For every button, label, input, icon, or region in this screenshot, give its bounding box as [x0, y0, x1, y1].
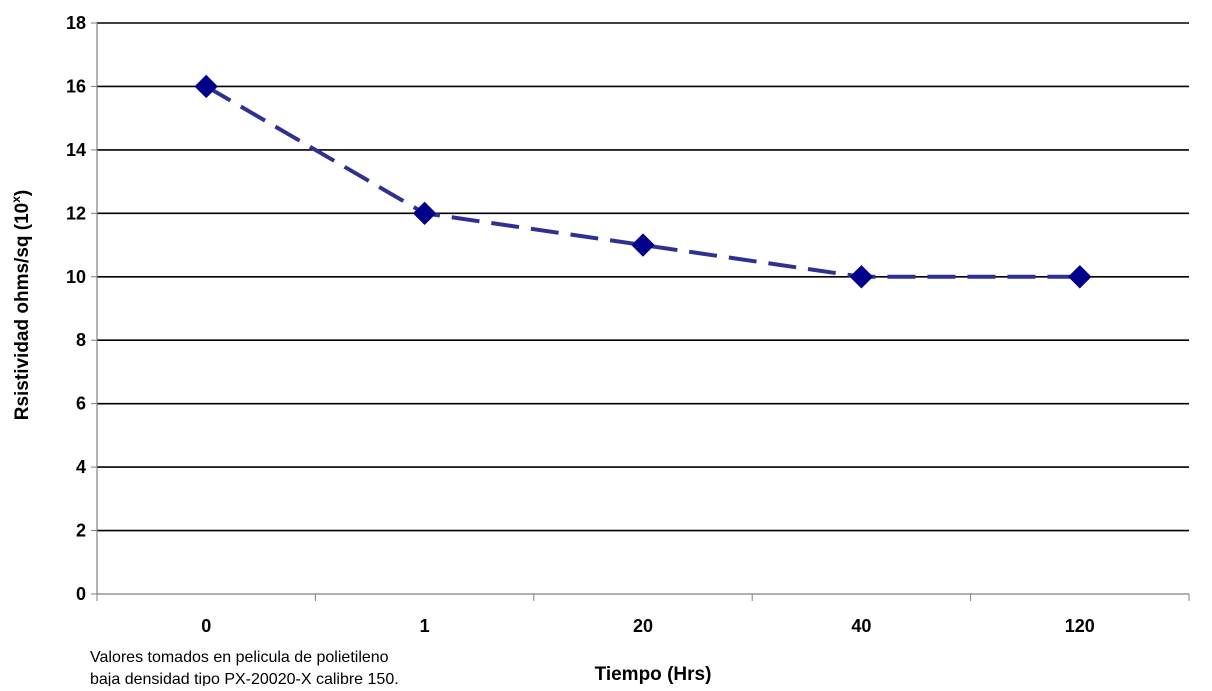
y-tick-labels: 0 2 4 6 8 10 12 14 16 18: [66, 13, 86, 604]
data-marker-20: [631, 233, 655, 257]
y-axis-title: Rsistividad ohms/sq (10x): [9, 190, 33, 421]
data-markers: [194, 74, 1092, 289]
data-marker-0: [194, 74, 218, 99]
x-tick-label-120: 120: [1065, 616, 1095, 636]
y-axis-title-main: Rsistividad ohms/sq (10: [12, 203, 33, 421]
data-marker-40: [849, 265, 874, 289]
y-tick-label-14: 14: [66, 140, 86, 160]
y-tick-label-6: 6: [76, 394, 86, 414]
axes: [91, 22, 1190, 601]
x-tick-labels: 0 1 20 40 120: [201, 616, 1095, 636]
x-tick-label-0: 0: [201, 616, 211, 636]
chart-note-line-1: Valores tomados en pelicula de polietile…: [90, 649, 389, 666]
x-tick-label-1: 1: [420, 616, 430, 636]
x-axis-title: Tiempo (Hrs): [595, 664, 712, 685]
y-tick-label-12: 12: [66, 203, 86, 223]
y-tick-label-0: 0: [76, 584, 86, 604]
y-tick-label-10: 10: [66, 267, 86, 287]
series-line-0: [205, 84, 1080, 279]
gridlines: [97, 22, 1189, 532]
x-tick-label-40: 40: [851, 616, 871, 636]
y-axis-title-suffix: ): [12, 190, 33, 196]
y-tick-label-18: 18: [66, 13, 86, 33]
chart-note-line-2: baja densidad tipo PX-20020-X calibre 15…: [90, 671, 399, 686]
y-tick-label-16: 16: [66, 76, 86, 96]
data-marker-120: [1068, 265, 1092, 289]
series: [205, 84, 1080, 279]
data-marker-1: [412, 201, 437, 226]
y-tick-label-2: 2: [76, 521, 86, 541]
y-tick-label-4: 4: [76, 457, 86, 477]
y-axis-title-superscript: x: [9, 196, 23, 203]
x-tick-label-20: 20: [633, 616, 653, 636]
y-tick-label-8: 8: [76, 330, 86, 350]
